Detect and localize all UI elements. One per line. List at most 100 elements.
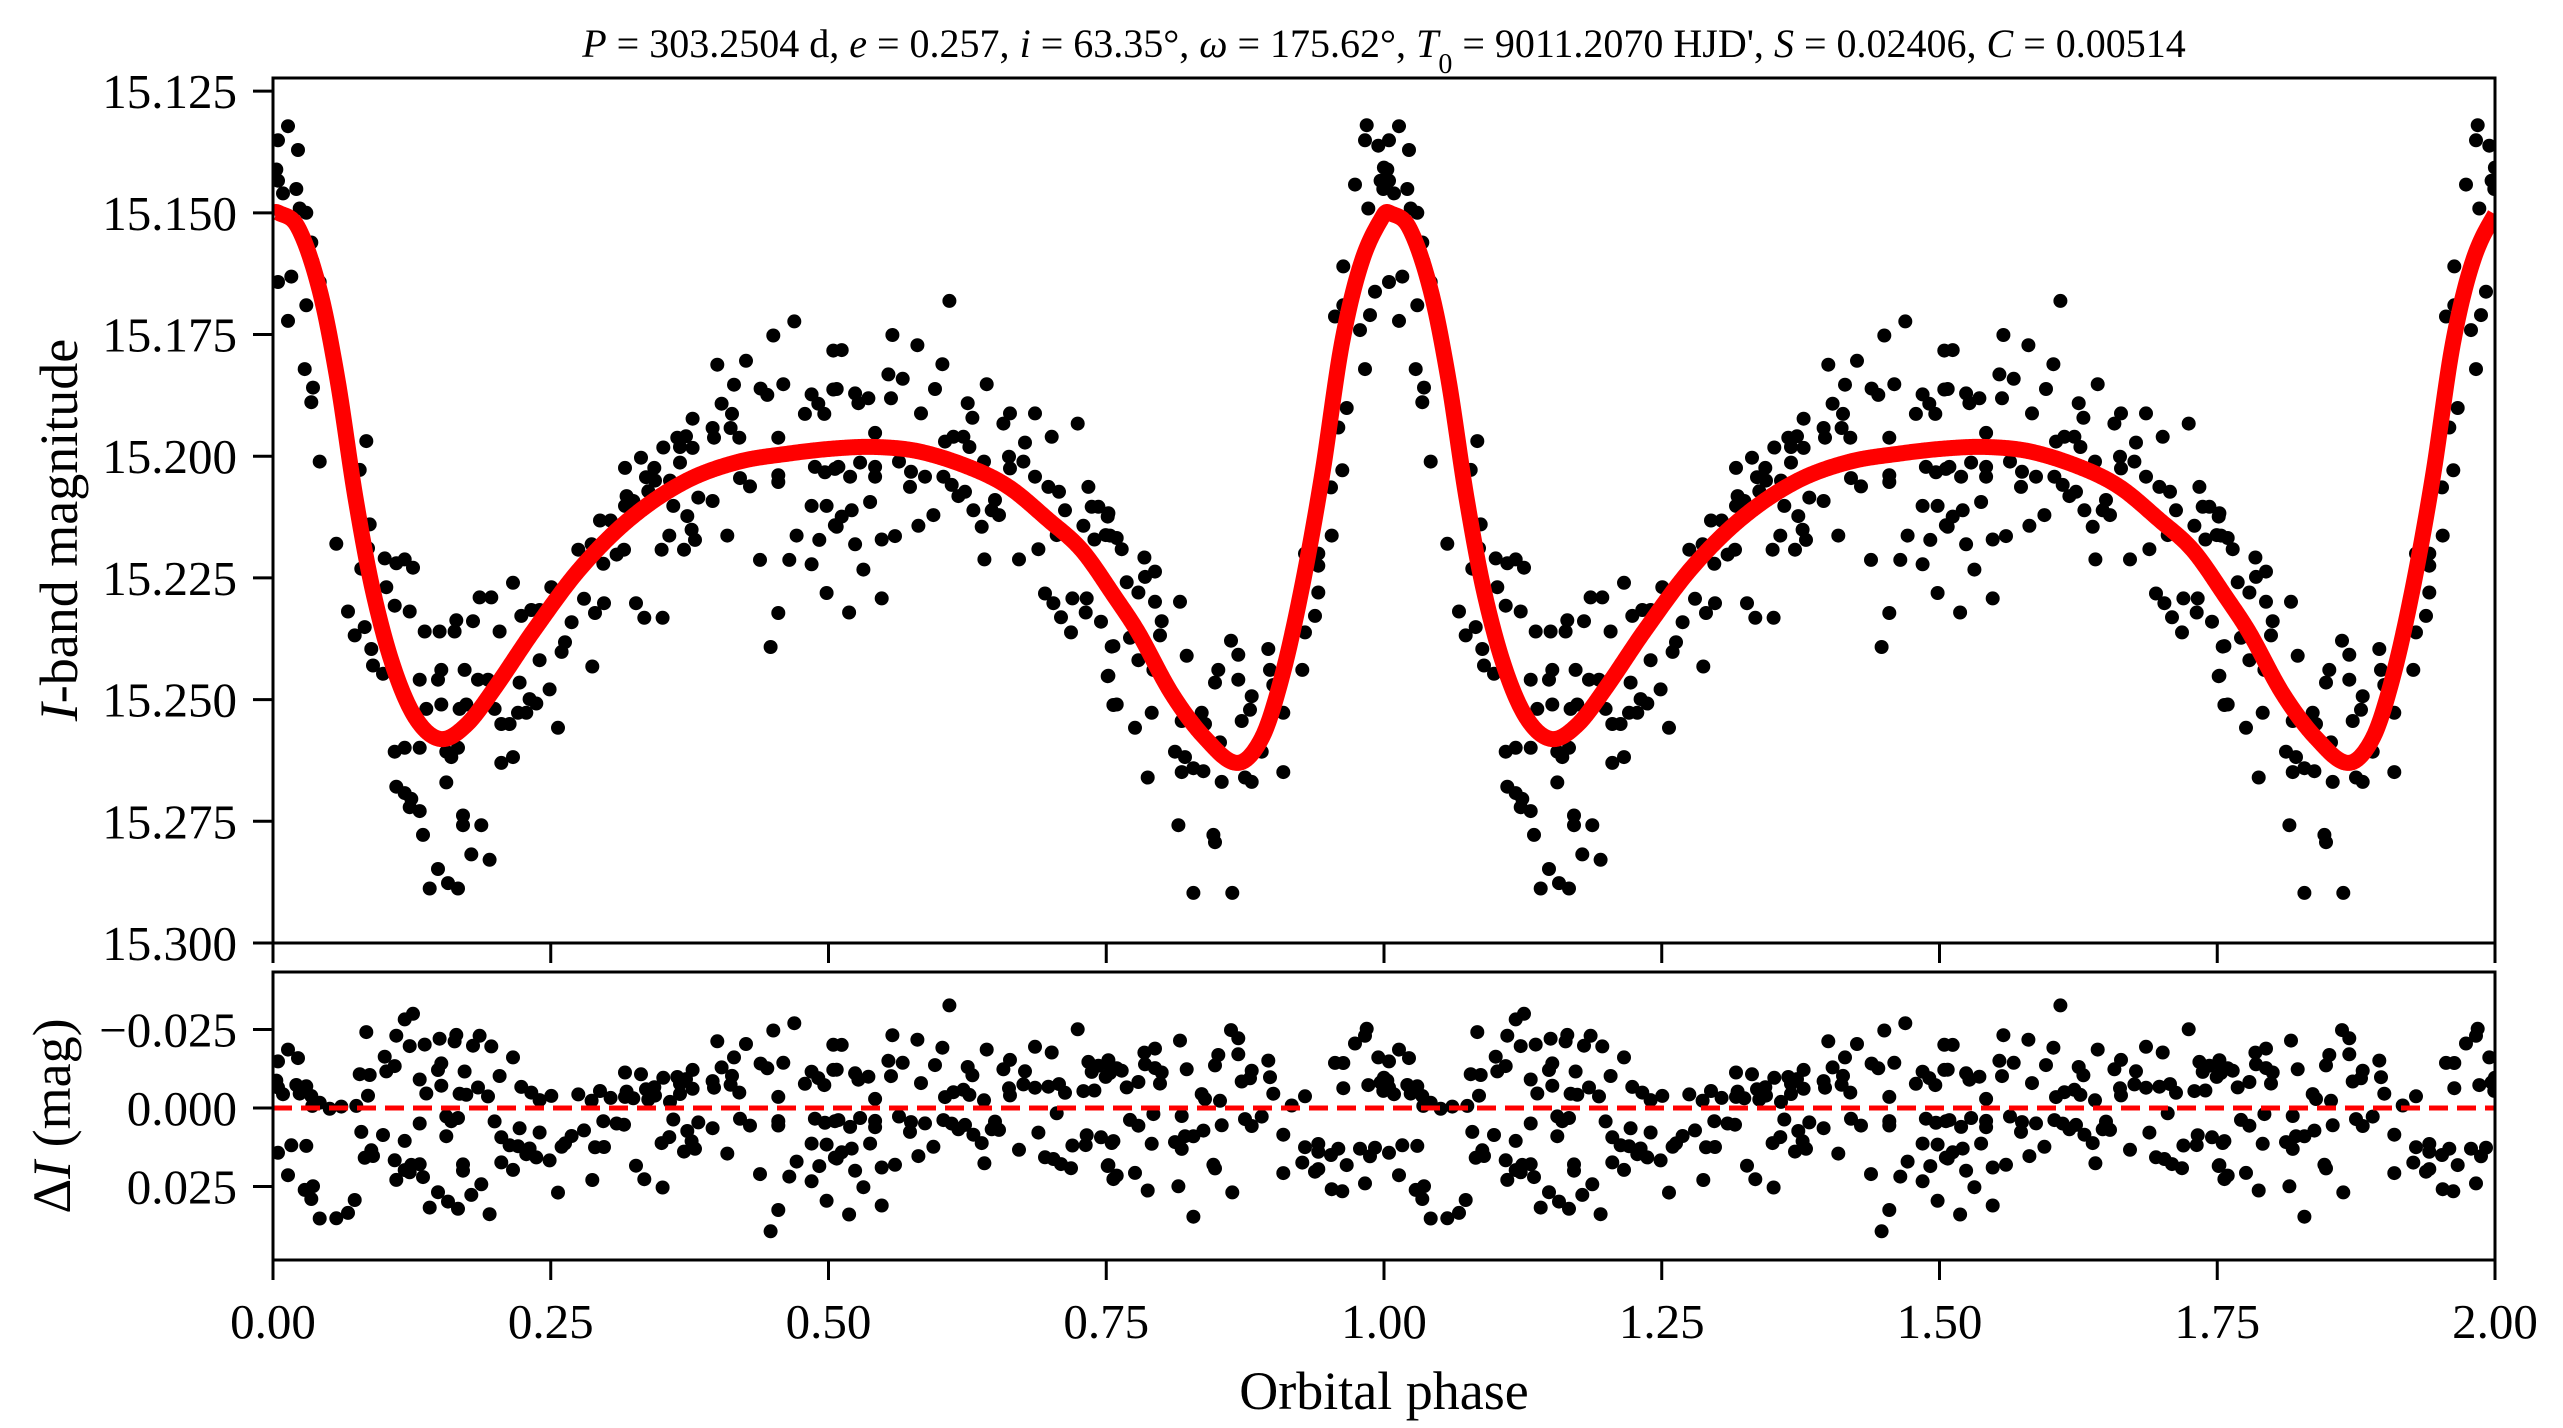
residual-point <box>2225 1063 2240 1078</box>
data-point <box>1109 531 1124 545</box>
data-point <box>2249 569 2263 584</box>
data-point <box>492 624 507 639</box>
data-point <box>1613 717 1628 731</box>
data-point <box>2107 416 2122 431</box>
residual-point <box>666 1112 681 1127</box>
residual-point <box>532 1093 547 1108</box>
residual-point <box>412 1157 427 1172</box>
residual-point <box>1643 1125 1658 1140</box>
residual-point <box>1567 1163 1581 1178</box>
residual-point <box>451 1201 465 1216</box>
residual-point <box>487 1114 502 1129</box>
data-point <box>1799 532 1813 547</box>
residual-point <box>585 1173 600 1187</box>
residual-point <box>831 1113 846 1128</box>
data-point <box>1558 624 1573 639</box>
residual-point <box>1128 1165 1142 1180</box>
observed-points <box>273 118 2495 900</box>
residual-point <box>1592 1089 1606 1104</box>
data-point <box>1058 503 1072 518</box>
residual-point <box>885 1028 900 1043</box>
residual-point <box>361 1088 375 1103</box>
data-point <box>1979 459 1994 474</box>
data-point <box>1231 672 1246 687</box>
data-point <box>1575 847 1590 862</box>
data-point <box>456 808 470 823</box>
residual-point <box>1545 1078 1560 1093</box>
data-point <box>1759 473 1773 488</box>
residual-point <box>1137 1045 1152 1060</box>
residual-point <box>1324 1182 1339 1197</box>
data-point <box>1915 498 1930 513</box>
residual-point <box>1643 1093 1658 1108</box>
data-point <box>1630 705 1645 720</box>
residual-y-axis: −0.025 0.000 0.025 <box>99 1002 273 1215</box>
residual-point <box>284 1138 299 1153</box>
residual-point <box>1415 1192 1430 1206</box>
data-point <box>853 455 868 470</box>
residual-point <box>1799 1141 1813 1156</box>
data-point <box>2113 449 2127 464</box>
residual-point <box>782 1169 797 1184</box>
data-point <box>1211 662 1226 677</box>
data-point <box>1128 720 1142 735</box>
residual-point <box>2439 1055 2453 1070</box>
residual-point <box>389 1172 404 1187</box>
residual-point <box>281 1168 295 1183</box>
residual-point <box>2152 1079 2167 1094</box>
data-point <box>1745 450 1759 465</box>
residual-point <box>2435 1148 2449 1162</box>
data-point <box>1358 362 1372 377</box>
residual-point <box>1244 1119 1259 1133</box>
residual-point <box>787 1016 802 1031</box>
residual-point <box>1593 1207 1608 1222</box>
data-point <box>679 429 693 444</box>
data-point <box>965 410 980 425</box>
residual-point <box>1186 1209 1201 1224</box>
data-point <box>1243 702 1257 717</box>
residual-point <box>1452 1205 1466 1220</box>
residual-point <box>1146 1107 1161 1122</box>
data-point <box>2169 503 2183 518</box>
residual-point <box>1992 1053 2007 1068</box>
residual-point <box>1688 1123 1702 1138</box>
data-point <box>874 591 889 606</box>
residual-point <box>771 1118 786 1133</box>
residual-point <box>1784 1076 1798 1091</box>
data-point <box>276 186 290 201</box>
data-point <box>1137 550 1152 565</box>
data-point <box>1003 406 1017 421</box>
data-point <box>771 606 786 620</box>
residual-point <box>634 1067 648 1082</box>
data-point <box>1308 608 1322 623</box>
data-point <box>1623 675 1638 690</box>
residual-point <box>834 1037 849 1052</box>
residual-point <box>637 1172 652 1187</box>
residual-point <box>677 1144 691 1159</box>
title-part: = 0.257, <box>867 21 1020 66</box>
residual-point <box>577 1123 591 1138</box>
residual-point <box>1915 1136 1930 1151</box>
data-point <box>680 509 695 524</box>
residual-point <box>2142 1125 2157 1140</box>
residual-point <box>1930 1137 1945 1152</box>
data-point <box>2003 454 2017 469</box>
data-point <box>2175 625 2189 640</box>
residual-point <box>1348 1036 1362 1051</box>
residual-point <box>1472 1088 1486 1103</box>
data-point <box>1477 658 1491 673</box>
residual-point <box>1106 1134 1121 1149</box>
residual-point <box>2129 1064 2143 1079</box>
residual-point <box>1550 1129 1565 1144</box>
residual-point <box>951 1122 966 1137</box>
residual-point <box>1748 1172 1763 1187</box>
data-point <box>2319 835 2333 850</box>
residual-point <box>354 1124 369 1139</box>
residual-point <box>1308 1164 1322 1179</box>
y-label-italic: I <box>29 700 89 722</box>
data-point <box>1665 644 1680 659</box>
data-point <box>848 537 863 552</box>
data-point <box>1225 885 1240 900</box>
data-point <box>2152 479 2167 494</box>
